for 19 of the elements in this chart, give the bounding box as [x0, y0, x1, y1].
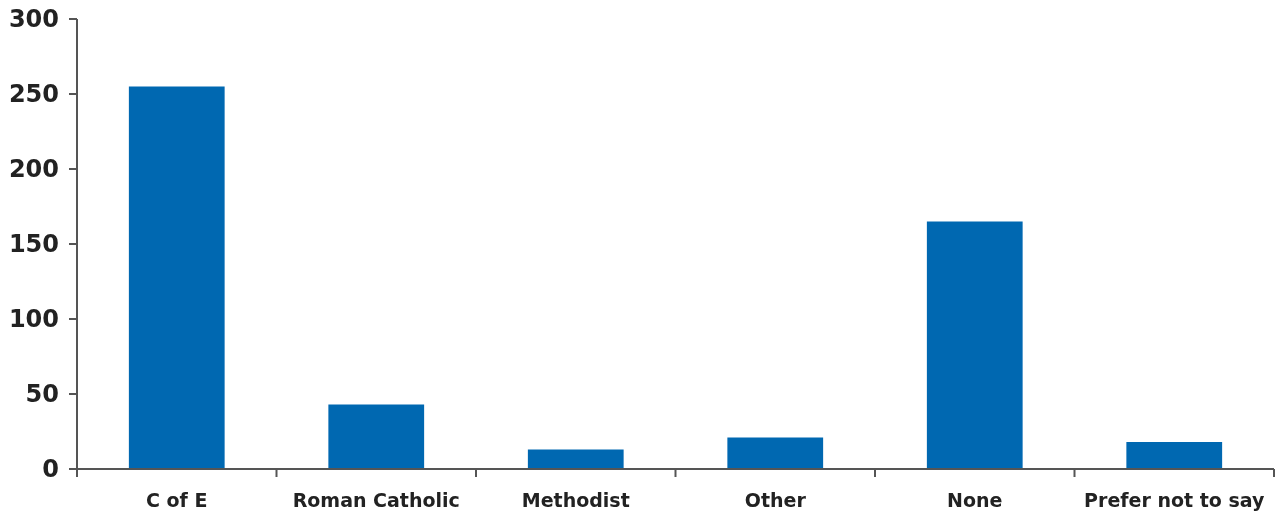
y-tick-label: 250 — [8, 80, 59, 109]
y-tick-label: 100 — [8, 305, 59, 334]
x-tick-label: C of E — [146, 489, 208, 511]
bar — [1126, 442, 1223, 469]
bar — [727, 437, 824, 469]
x-tick-label: Methodist — [521, 489, 630, 511]
y-tick-label: 50 — [25, 380, 59, 409]
bar — [328, 404, 425, 469]
x-tick-label: None — [947, 489, 1003, 511]
y-tick-label: 0 — [42, 455, 59, 484]
x-tick-label: Prefer not to say — [1084, 489, 1265, 511]
y-tick-label: 150 — [8, 230, 59, 259]
x-tick-label: Roman Catholic — [292, 489, 460, 511]
y-tick-label: 300 — [8, 5, 59, 34]
x-tick-label: Other — [744, 489, 807, 511]
y-tick-label: 200 — [8, 155, 59, 184]
bar — [527, 449, 624, 469]
bar — [926, 221, 1023, 469]
bar — [128, 86, 225, 469]
